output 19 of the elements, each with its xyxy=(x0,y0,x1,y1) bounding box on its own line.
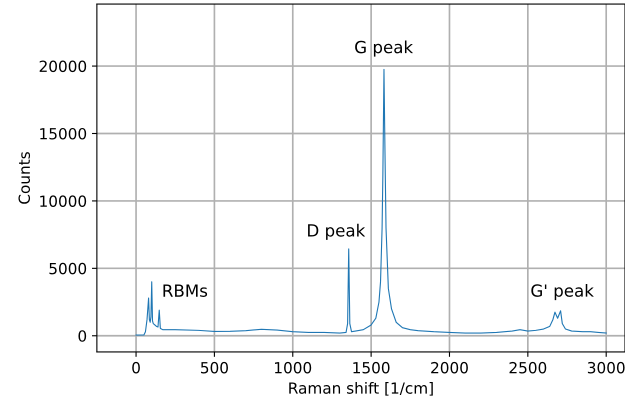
x-tick-label: 0 xyxy=(132,362,140,374)
y-tick-label: 10000 xyxy=(40,195,86,207)
annotation: D peak xyxy=(308,224,366,240)
annotation: G' peak xyxy=(531,284,594,300)
x-tick-label: 1500 xyxy=(353,362,390,374)
x-tick-label: 1000 xyxy=(275,362,312,374)
x-tick-label: 2000 xyxy=(431,362,468,374)
x-axis-title: Raman shift [1/cm] xyxy=(289,382,433,396)
x-tick-label: 500 xyxy=(201,362,228,374)
x-tick-label: 2500 xyxy=(510,362,546,374)
y-tick-label: 5000 xyxy=(49,262,86,274)
annotation: G peak xyxy=(355,40,414,57)
x-tick-label: 3000 xyxy=(588,362,625,374)
line-series xyxy=(136,68,607,336)
y-tick-label: 15000 xyxy=(40,128,86,140)
y-axis-title: Counts xyxy=(18,152,30,204)
y-tick-label: 20000 xyxy=(40,60,86,72)
y-tick-label: 0 xyxy=(78,330,86,342)
annotation: RBMs xyxy=(163,284,208,297)
